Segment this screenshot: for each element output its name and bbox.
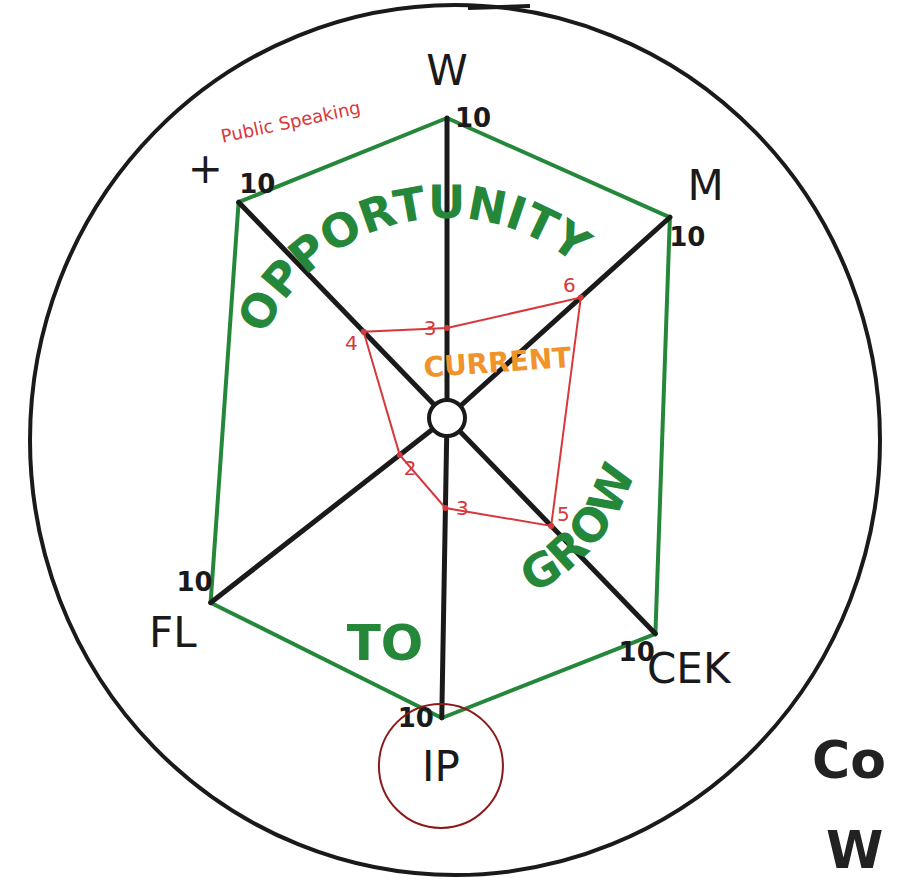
- category-label: M: [687, 161, 723, 210]
- annotation: W: [826, 820, 883, 880]
- data-label: 4: [345, 331, 358, 355]
- tick-label: 10: [455, 103, 491, 133]
- tick-label: 10: [239, 169, 275, 199]
- tick-label: 10: [669, 222, 705, 252]
- data-label: 5: [557, 502, 570, 526]
- category-label: W: [426, 46, 468, 95]
- annotation: Co: [812, 730, 886, 790]
- current-point: [361, 329, 367, 335]
- annotation: OPPORTUNITY: [226, 175, 600, 341]
- annotation: GROW: [511, 455, 647, 603]
- highlight-circle: [379, 704, 503, 828]
- category-label: CEK: [647, 644, 732, 693]
- top-stroke: [468, 6, 530, 8]
- category-label: IP: [422, 742, 460, 791]
- current-point: [444, 325, 450, 331]
- current-point: [397, 452, 403, 458]
- category-label: +: [188, 144, 223, 193]
- annotation: TO: [347, 614, 424, 672]
- grid-ring: [211, 118, 670, 718]
- hub: [429, 400, 465, 436]
- data-label: 6: [563, 273, 576, 297]
- current-area: [364, 298, 581, 526]
- spoke: [447, 418, 655, 634]
- chart: Public Speaking OPPORTUNITY TO GROW CURRENT C…: [0, 0, 916, 893]
- data-label: 3: [424, 316, 437, 340]
- annotation-path: OPPORTUNITY: [226, 175, 600, 341]
- spoke: [211, 418, 447, 603]
- spoke: [442, 418, 447, 718]
- outer-circle: [30, 5, 880, 875]
- annotation: Public Speaking: [219, 97, 362, 147]
- category-label: FL: [149, 608, 197, 657]
- current-point: [578, 295, 584, 301]
- annotation: CURRENT: [422, 341, 572, 384]
- annotation-path: GROW: [511, 455, 647, 603]
- tick-label: 10: [176, 567, 212, 597]
- data-label: 2: [404, 456, 417, 480]
- current-point: [442, 505, 448, 511]
- data-label: 3: [456, 496, 469, 520]
